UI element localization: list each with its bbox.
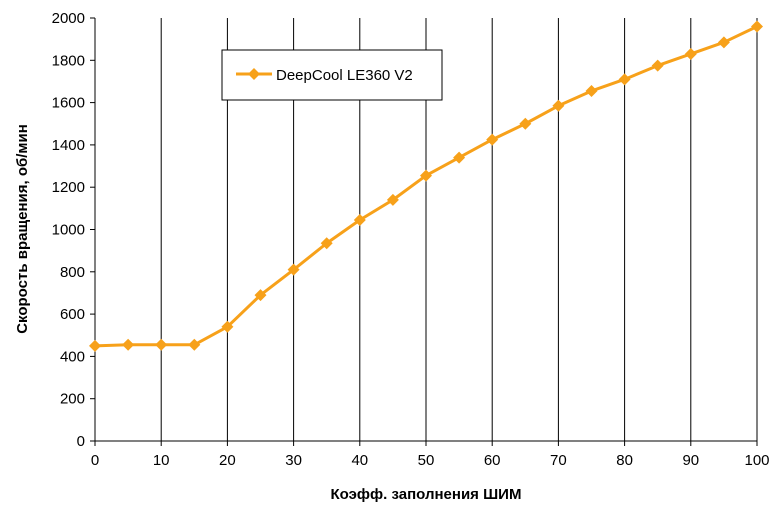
data-point-marker bbox=[751, 20, 763, 33]
y-tick-label: 1600 bbox=[52, 95, 85, 112]
data-point-marker bbox=[717, 36, 730, 49]
data-point-marker bbox=[651, 59, 664, 72]
data-point-marker bbox=[552, 99, 565, 112]
data-point-marker bbox=[155, 338, 168, 351]
x-tick-label: 40 bbox=[351, 452, 368, 469]
data-point-marker bbox=[453, 151, 466, 164]
y-tick-label: 0 bbox=[77, 433, 85, 450]
data-point-marker bbox=[320, 237, 333, 250]
legend: DeepCool LE360 V2 bbox=[221, 49, 443, 101]
x-axis-ticks: 0 10 20 30 40 50 60 70 80 90 100 bbox=[91, 441, 770, 469]
y-tick-label: 1800 bbox=[52, 52, 85, 69]
data-point-marker bbox=[585, 84, 598, 97]
data-point-marker bbox=[122, 338, 135, 351]
x-tick-label: 0 bbox=[91, 452, 99, 469]
y-tick-label: 200 bbox=[60, 391, 85, 408]
y-tick-label: 1000 bbox=[52, 222, 85, 239]
data-point-marker bbox=[89, 339, 101, 352]
x-tick-label: 50 bbox=[418, 452, 435, 469]
data-point-marker bbox=[684, 47, 697, 60]
data-point-marker bbox=[188, 338, 201, 351]
y-axis-title: Скорость вращения, об/мин bbox=[14, 124, 31, 334]
data-point-marker bbox=[221, 320, 234, 333]
x-tick-label: 20 bbox=[219, 452, 236, 469]
data-point-marker bbox=[287, 263, 300, 276]
x-tick-label: 100 bbox=[744, 452, 769, 469]
data-point-marker bbox=[386, 193, 399, 206]
x-tick-label: 70 bbox=[550, 452, 567, 469]
data-point-marker bbox=[618, 73, 631, 86]
data-point-marker bbox=[353, 213, 366, 226]
x-tick-label: 60 bbox=[484, 452, 501, 469]
y-tick-label: 1400 bbox=[52, 137, 85, 154]
data-point-marker bbox=[254, 289, 267, 302]
data-point-marker bbox=[486, 133, 499, 146]
y-tick-label: 2000 bbox=[52, 10, 85, 27]
legend-label: DeepCool LE360 V2 bbox=[276, 67, 413, 84]
x-axis-title: Коэфф. заполнения ШИМ bbox=[331, 486, 522, 503]
y-tick-label: 1200 bbox=[52, 179, 85, 196]
data-point-marker bbox=[519, 117, 532, 130]
x-tick-label: 90 bbox=[682, 452, 699, 469]
y-axis-ticks: 0 200 400 600 800 1000 1200 1400 1600 1800 2000 bbox=[52, 10, 95, 450]
x-tick-label: 80 bbox=[616, 452, 633, 469]
series-layer bbox=[89, 20, 763, 352]
legend-diamond-marker bbox=[248, 68, 260, 80]
data-point-marker bbox=[420, 169, 432, 182]
x-tick-label: 10 bbox=[153, 452, 170, 469]
y-tick-label: 800 bbox=[60, 264, 85, 281]
y-tick-label: 400 bbox=[60, 348, 85, 365]
y-tick-label: 600 bbox=[60, 306, 85, 323]
x-tick-label: 30 bbox=[285, 452, 302, 469]
